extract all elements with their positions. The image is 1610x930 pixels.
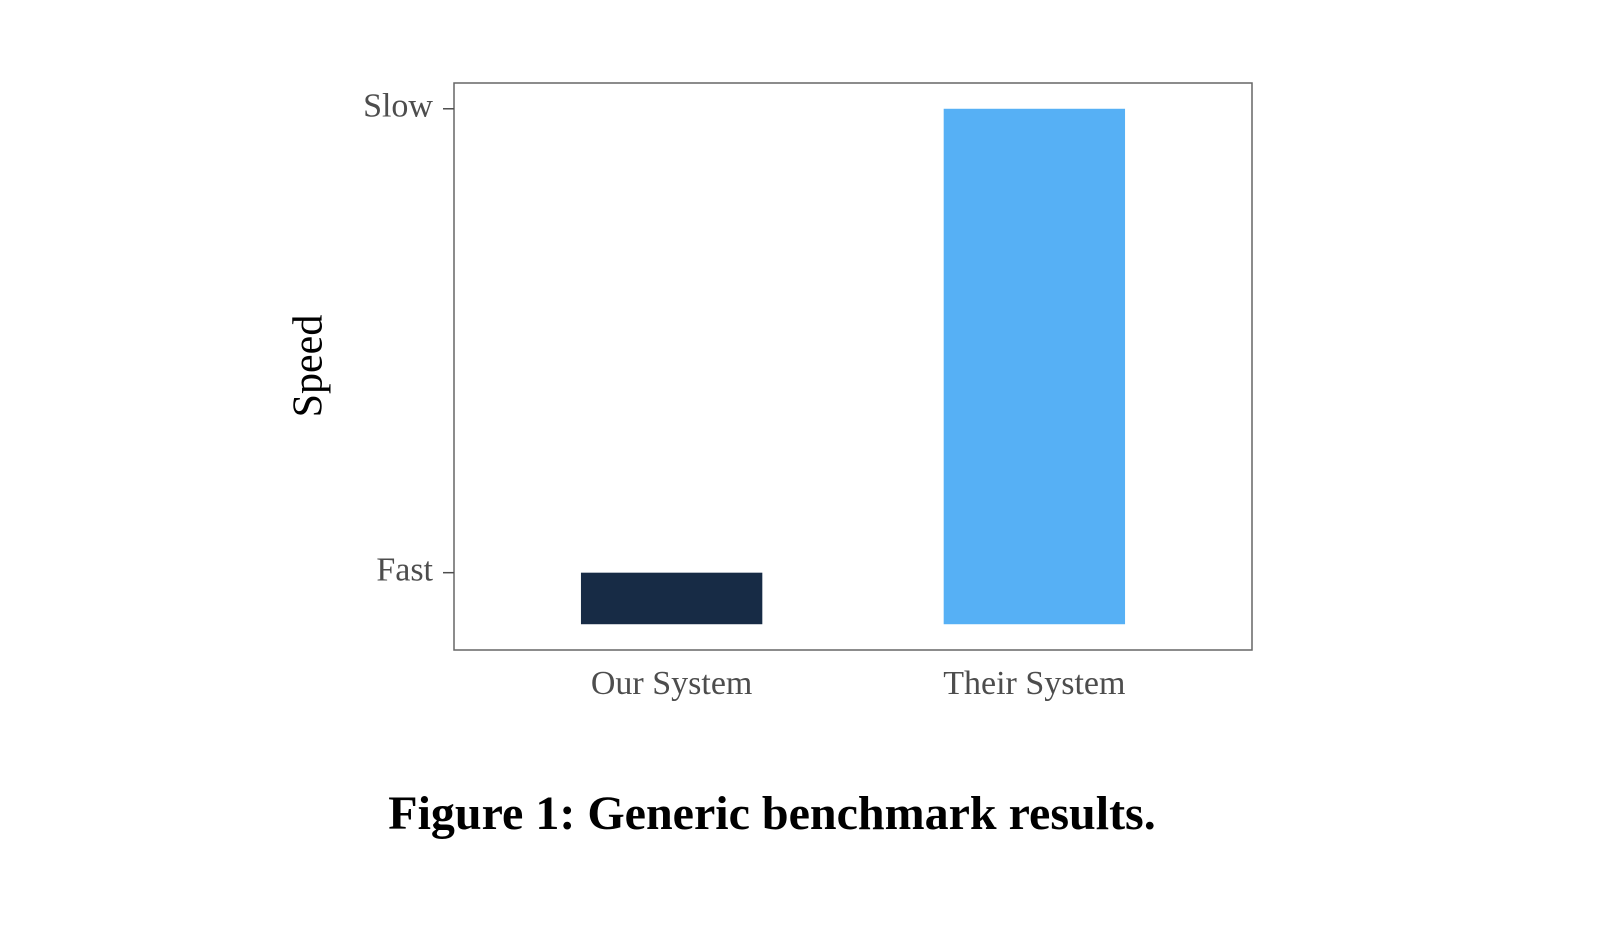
- bar: [943, 108, 1126, 625]
- caption: Figure 1: Generic benchmark results.: [388, 787, 1155, 840]
- x-tick-label: Their System: [943, 665, 1125, 702]
- x-tick-label: Our System: [591, 665, 753, 702]
- y-tick-label: Fast: [376, 551, 433, 588]
- y-axis-label: Speed: [286, 315, 332, 418]
- plot-frame: [453, 82, 1253, 651]
- y-tick-label: Slow: [363, 88, 433, 125]
- bar: [580, 572, 763, 625]
